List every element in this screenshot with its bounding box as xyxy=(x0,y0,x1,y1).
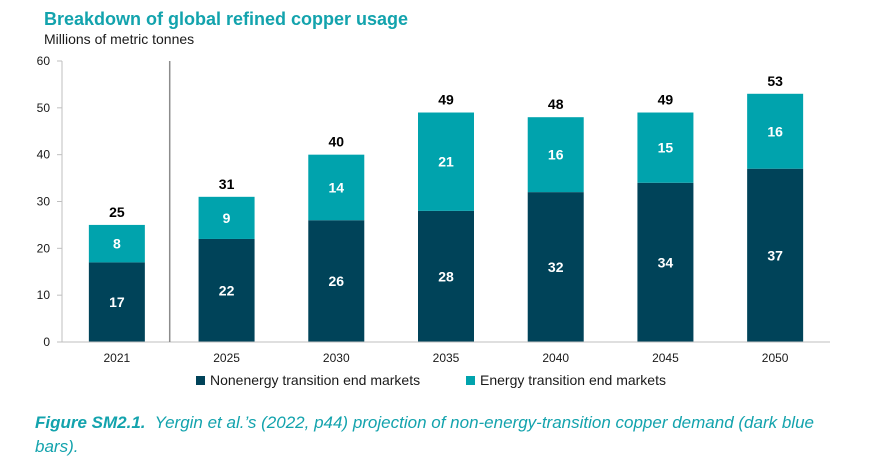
x-tick-label: 2021 xyxy=(104,351,131,365)
data-label: 15 xyxy=(658,140,674,156)
x-tick-label: 2040 xyxy=(542,351,569,365)
bar-segment-energy xyxy=(637,112,694,183)
y-tick-label: 40 xyxy=(37,148,51,162)
x-tick-label: 2025 xyxy=(213,351,240,365)
bar-segment-nonenergy xyxy=(637,182,694,342)
total-label: 53 xyxy=(767,73,783,89)
y-tick-label: 20 xyxy=(37,241,51,255)
caption-text: Yergin et al.’s (2022, p44) projection o… xyxy=(35,413,814,456)
bar-segment-nonenergy xyxy=(88,262,145,342)
bar-segment-nonenergy xyxy=(198,238,255,342)
bar-segment-nonenergy xyxy=(308,220,365,342)
y-tick-label: 60 xyxy=(37,54,51,68)
total-label: 49 xyxy=(658,92,674,108)
data-label: 8 xyxy=(113,236,121,252)
bar-segment-nonenergy xyxy=(418,210,474,342)
y-axis: 0 10 20 30 40 50 60 xyxy=(37,54,63,349)
total-label: 49 xyxy=(438,92,454,108)
data-label: 34 xyxy=(658,254,674,270)
bar-segment-energy xyxy=(88,224,145,263)
data-label: 22 xyxy=(219,282,235,298)
data-label: 21 xyxy=(438,154,454,170)
legend-swatch-nonenergy xyxy=(196,376,205,385)
data-label: 28 xyxy=(438,268,454,284)
data-label: 16 xyxy=(767,123,783,139)
legend-label-nonenergy: Nonenergy transition end markets xyxy=(210,372,421,388)
x-tick-label: 2050 xyxy=(762,351,789,365)
legend-item-nonenergy: Nonenergy transition end markets xyxy=(196,372,420,388)
legend-label-energy: Energy transition end markets xyxy=(480,372,666,388)
y-axis-label: Millions of metric tonnes xyxy=(44,31,195,47)
caption-label: Figure SM2.1. xyxy=(35,413,146,432)
bar-segment-energy xyxy=(747,93,804,169)
data-label: 17 xyxy=(109,294,125,310)
total-label: 25 xyxy=(109,204,125,220)
data-label: 9 xyxy=(223,210,231,226)
bar-segment-energy xyxy=(527,117,584,193)
data-label: 32 xyxy=(548,259,564,275)
y-tick-label: 30 xyxy=(37,195,51,209)
total-label: 48 xyxy=(548,96,564,112)
bar-segment-energy xyxy=(418,112,474,211)
total-label: 40 xyxy=(328,134,344,150)
y-tick-label: 50 xyxy=(37,101,51,115)
data-label: 37 xyxy=(767,247,783,263)
y-tick-label: 10 xyxy=(37,288,51,302)
legend-swatch-energy xyxy=(466,376,475,385)
data-label: 16 xyxy=(548,147,564,163)
legend-item-energy: Energy transition end markets xyxy=(466,372,666,388)
total-label: 31 xyxy=(219,176,235,192)
bar-segment-energy xyxy=(308,154,365,221)
y-tick-label: 0 xyxy=(43,335,50,349)
data-label: 14 xyxy=(328,179,344,195)
chart-title: Breakdown of global refined copper usage xyxy=(44,9,409,29)
x-tick-label: 2045 xyxy=(652,351,679,365)
figure-caption: Figure SM2.1. Yergin et al.’s (2022, p44… xyxy=(35,411,855,459)
bar-segment-energy xyxy=(198,196,255,239)
bar-segment-nonenergy xyxy=(747,168,804,342)
x-tick-label: 2030 xyxy=(323,351,350,365)
data-label: 26 xyxy=(328,273,344,289)
bars-group: 17 8 25 22 9 31 26 14 40 28 21 49 32 16 48 34 15 49 37 16 53 xyxy=(88,73,804,342)
bar-segment-nonenergy xyxy=(527,192,584,342)
x-tick-label: 2035 xyxy=(433,351,460,365)
x-axis: 2021 2025 2030 2035 2040 2045 2050 xyxy=(62,61,830,365)
